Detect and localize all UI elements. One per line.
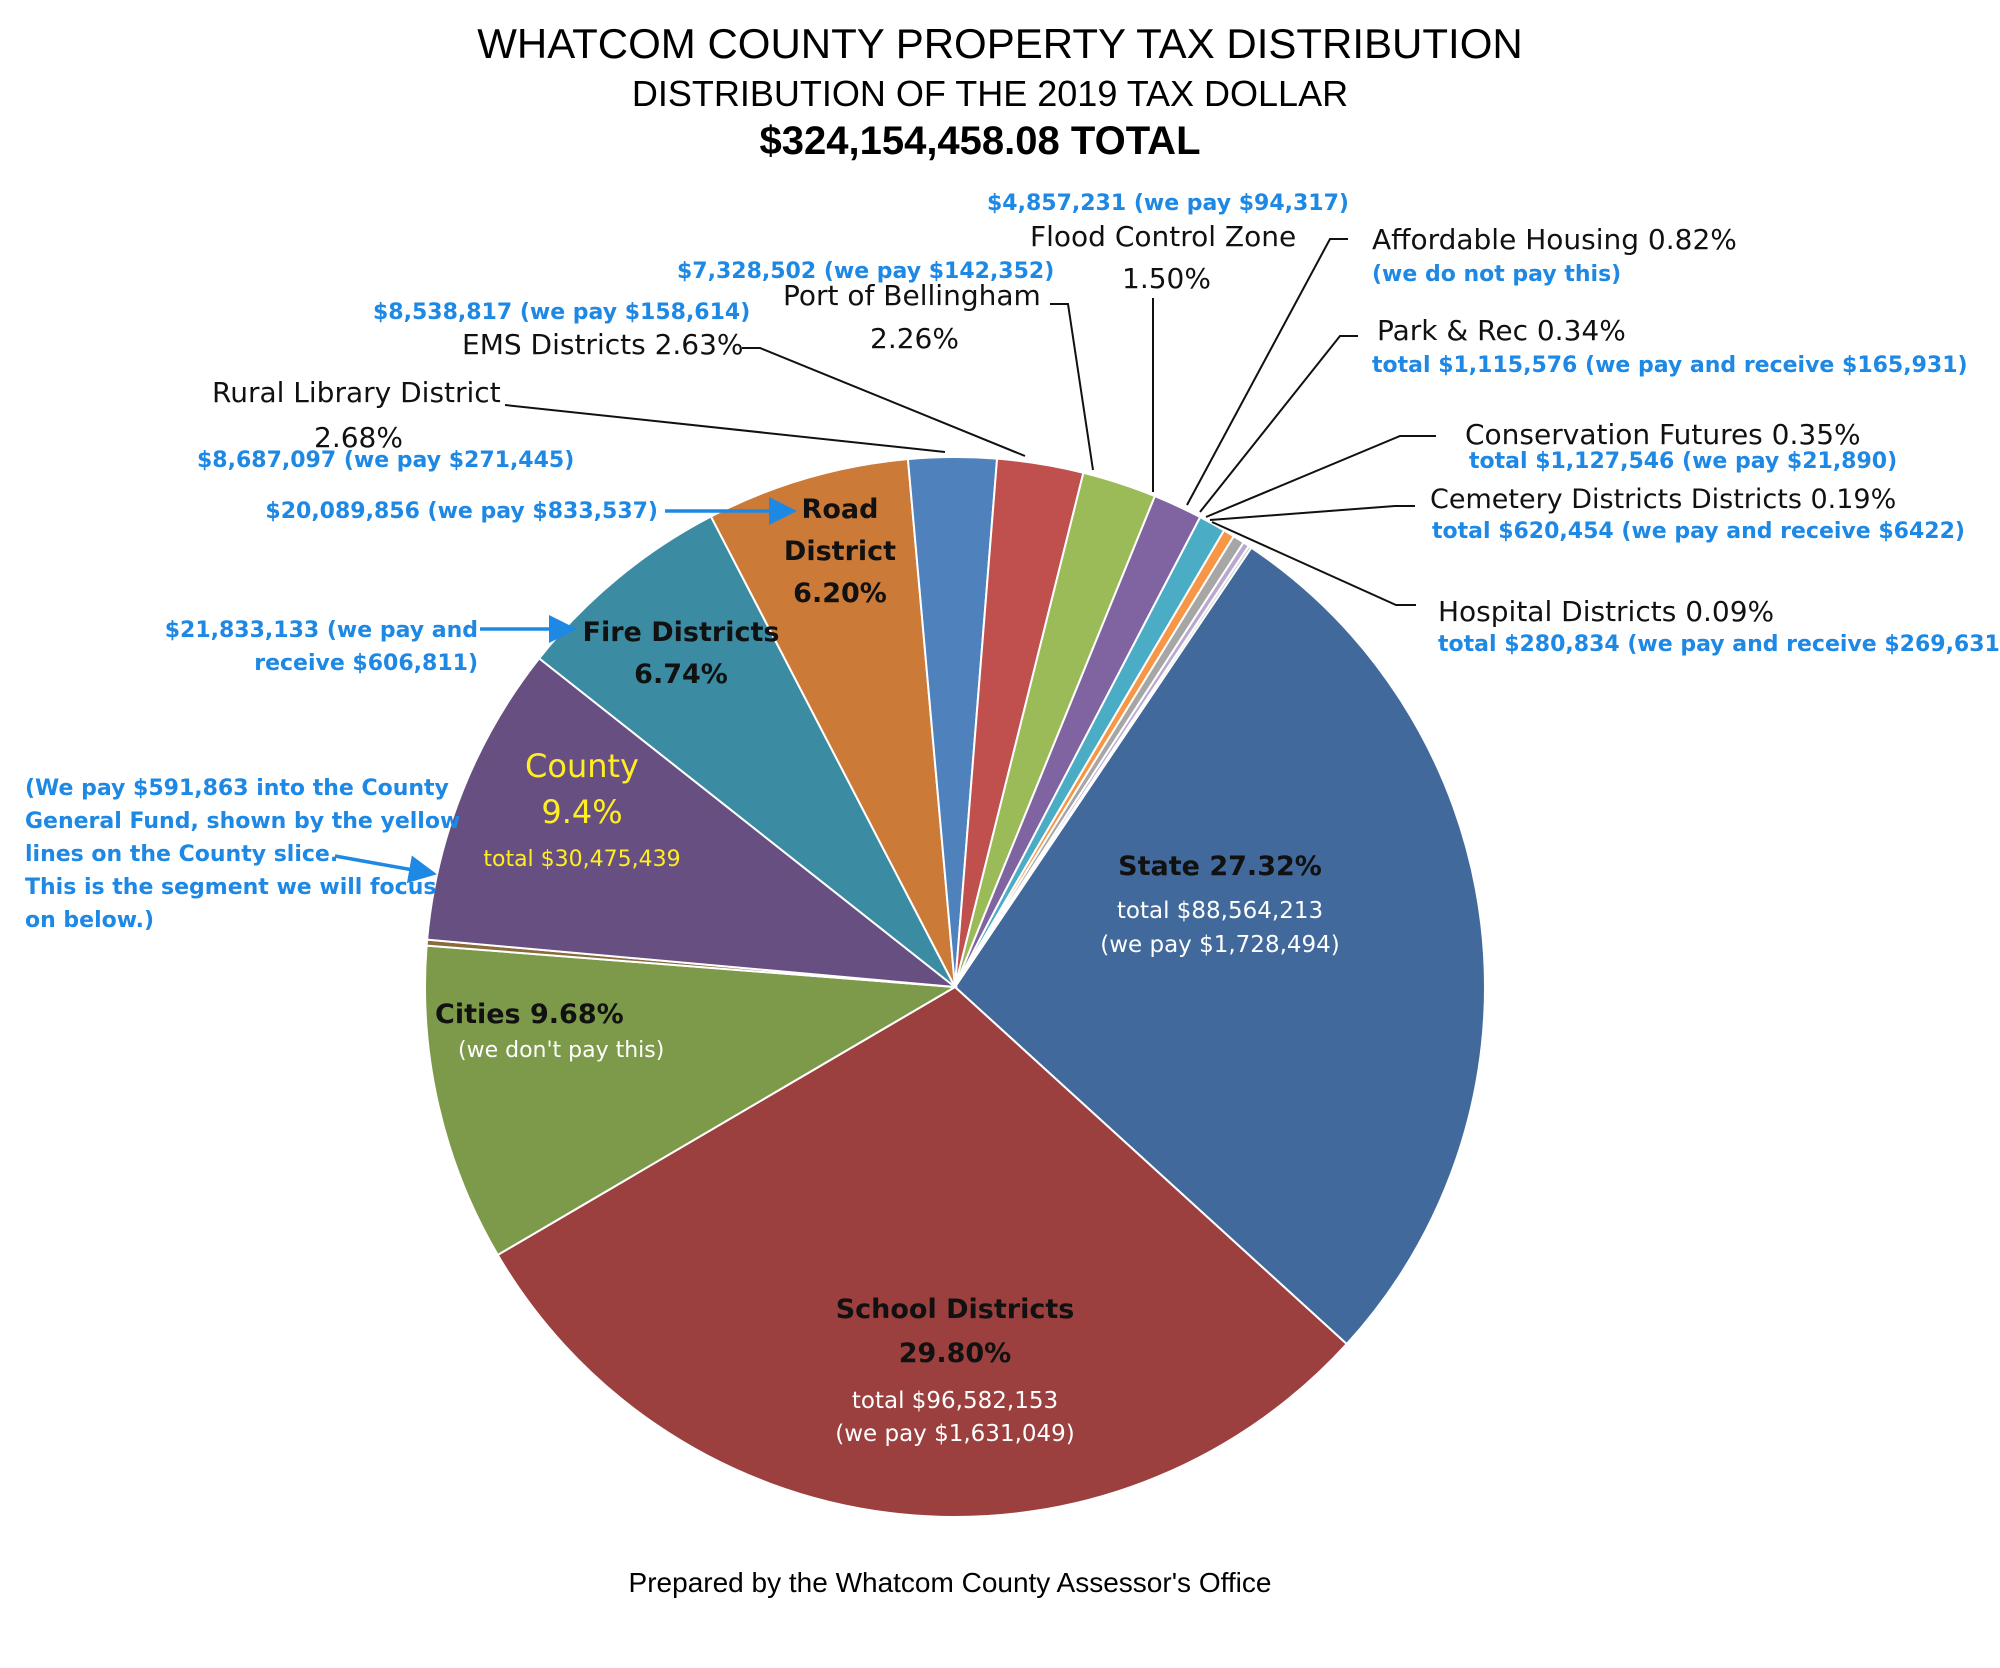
hospital-name: Hospital Districts 0.09% xyxy=(1438,595,1774,628)
leader-conservation xyxy=(1206,436,1436,517)
library-name: Rural Library District xyxy=(212,376,501,409)
cemetery-total: total $620,454 (we pay and receive $6422… xyxy=(1432,519,1965,544)
label-school-pay: (we pay $1,631,049) xyxy=(835,1421,1075,1447)
hospital-total: total $280,834 (we pay and receive $269,… xyxy=(1438,632,2000,657)
label-school-pct: 29.80% xyxy=(899,1338,1011,1369)
flood-pct: 1.50% xyxy=(1122,262,1211,295)
label-cities-note: (we don't pay this) xyxy=(458,1038,664,1063)
cemetery-name: Cemetery Districts Districts 0.19% xyxy=(1430,484,1896,515)
label-county-pct: 9.4% xyxy=(541,793,622,831)
label-cities-name: Cities 9.68% xyxy=(435,999,624,1030)
label-road-pct: 6.20% xyxy=(793,578,887,609)
leader-housing xyxy=(1187,239,1348,505)
housing-note: (we do not pay this) xyxy=(1372,262,1621,287)
ems-name: EMS Districts 2.63% xyxy=(462,328,744,361)
library-pct: 2.68% xyxy=(314,421,403,454)
label-road-l2: District xyxy=(784,536,896,567)
fire-amount-2: receive $606,811) xyxy=(254,651,478,676)
label-state-pay: (we pay $1,728,494) xyxy=(1100,932,1340,958)
county-note-2: General Fund, shown by the yellow xyxy=(25,809,460,834)
fire-amount-1: $21,833,133 (we pay and xyxy=(165,618,478,643)
conservation-total: total $1,127,546 (we pay $21,890) xyxy=(1469,449,1897,474)
label-county-total: total $30,475,439 xyxy=(483,847,680,872)
label-fire-pct: 6.74% xyxy=(634,659,728,690)
label-school-total: total $96,582,153 xyxy=(852,1388,1058,1414)
county-note-5: on below.) xyxy=(25,908,154,933)
flood-amount: $4,857,231 (we pay $94,317) xyxy=(987,191,1349,216)
chart-subtitle: DISTRIBUTION OF THE 2019 TAX DOLLAR xyxy=(632,73,1348,114)
leader-library xyxy=(505,405,945,452)
housing-name: Affordable Housing 0.82% xyxy=(1372,223,1737,256)
label-state-total: total $88,564,213 xyxy=(1117,898,1323,924)
conservation-name: Conservation Futures 0.35% xyxy=(1465,418,1861,451)
port-pct: 2.26% xyxy=(870,322,959,355)
road-amount: $20,089,856 (we pay $833,537) xyxy=(265,499,658,524)
label-road-l1: Road xyxy=(802,494,879,525)
label-fire-name: Fire Districts xyxy=(583,617,780,648)
port-name: Port of Bellingham xyxy=(783,279,1041,312)
leader-cemetery xyxy=(1210,506,1415,520)
leader-ems xyxy=(742,348,1025,456)
chart-total: $324,154,458.08 TOTAL xyxy=(759,119,1200,163)
park-name: Park & Rec 0.34% xyxy=(1377,314,1626,347)
pie-chart: WHATCOM COUNTY PROPERTY TAX DISTRIBUTION… xyxy=(0,0,2000,1668)
label-county-name: County xyxy=(525,747,639,785)
county-note-4: This is the segment we will focus xyxy=(25,875,436,900)
label-state-name: State 27.32% xyxy=(1118,851,1322,882)
county-note-1: (We pay $591,863 into the County xyxy=(25,776,449,801)
flood-name: Flood Control Zone xyxy=(1030,220,1296,253)
park-total: total $1,115,576 (we pay and receive $16… xyxy=(1372,353,1968,378)
chart-footer: Prepared by the Whatcom County Assessor'… xyxy=(629,1567,1272,1598)
chart-title: WHATCOM COUNTY PROPERTY TAX DISTRIBUTION xyxy=(477,20,1522,67)
arrow-county-note xyxy=(335,856,430,873)
label-school-name: School Districts xyxy=(836,1294,1075,1325)
county-note-3: lines on the County slice. xyxy=(25,842,338,867)
leader-port xyxy=(1050,304,1093,470)
ems-amount: $8,538,817 (we pay $158,614) xyxy=(373,300,750,325)
